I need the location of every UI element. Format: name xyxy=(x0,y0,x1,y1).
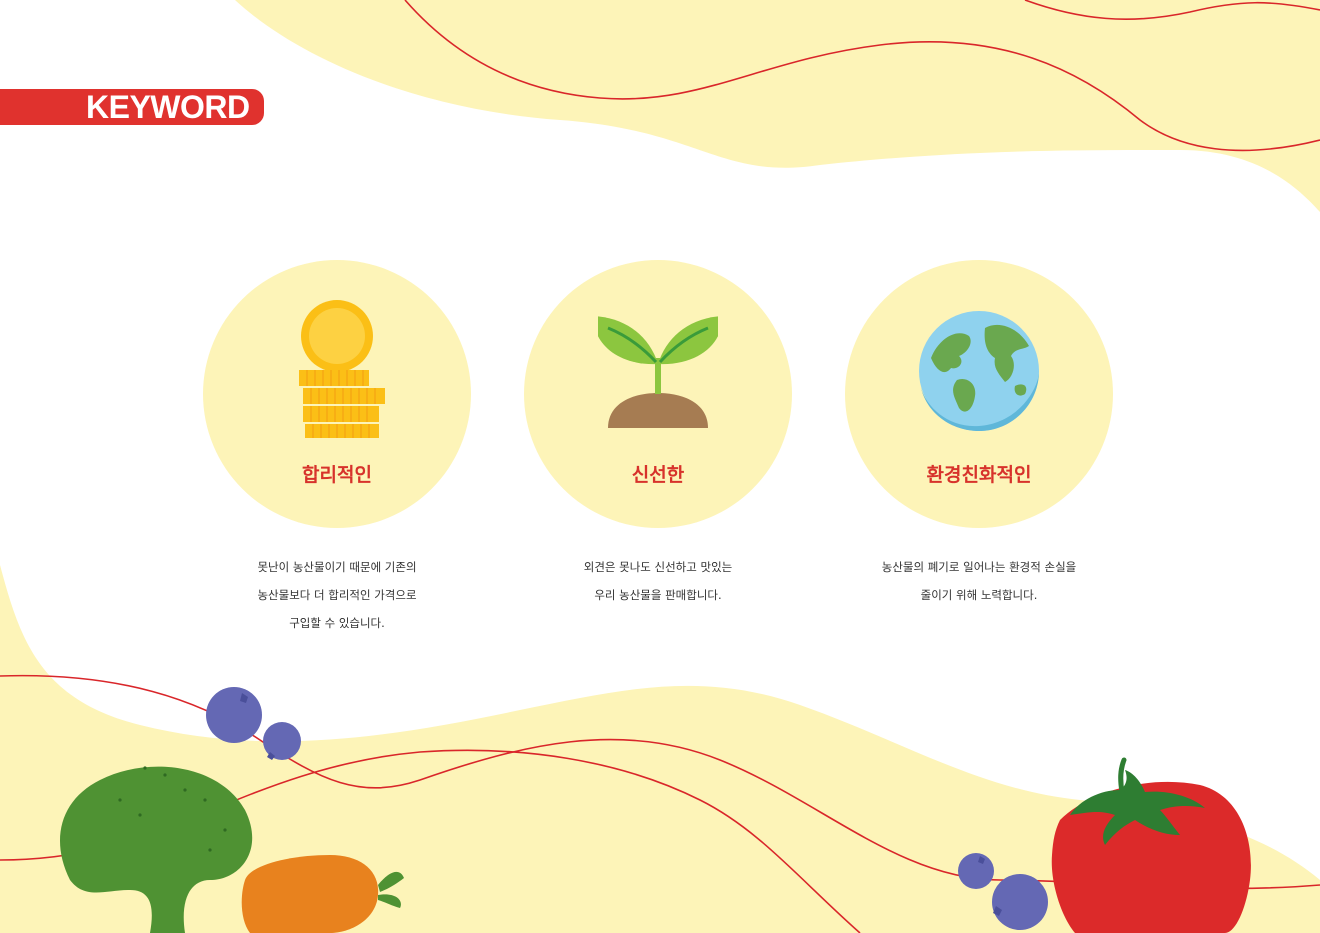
cucumber-icon xyxy=(60,766,253,933)
tomato-icon xyxy=(1051,757,1251,933)
top-wave-shape xyxy=(235,0,1320,212)
keyword-badge-label: KEYWORD xyxy=(86,89,250,125)
keyword-card-fresh: 신선한 xyxy=(524,260,792,528)
top-wave-line-right xyxy=(1024,0,1320,20)
keyword-title: 환경친화적인 xyxy=(926,464,1032,486)
top-wave-line xyxy=(404,0,1320,152)
keyword-badge xyxy=(0,89,264,125)
keyword-card-affordable: 합리적인 xyxy=(203,260,471,528)
description-line: 못난이 농산물이기 때문에 기존의 xyxy=(257,560,417,574)
keyword-description-fresh: 외견은 못나도 신선하고 맛있는 우리 농산물을 판매합니다. xyxy=(508,553,808,609)
blueberry-icon xyxy=(992,874,1048,930)
description-line: 구입할 수 있습니다. xyxy=(289,616,385,630)
description-line: 외견은 못나도 신선하고 맛있는 xyxy=(583,560,733,574)
keyword-title: 합리적인 xyxy=(302,464,372,486)
coin-stack-icon xyxy=(299,300,385,438)
carrot-icon xyxy=(241,855,404,933)
blueberry-icon xyxy=(206,687,262,743)
keyword-description-affordable: 못난이 농산물이기 때문에 기존의 농산물보다 더 합리적인 가격으로 구입할 … xyxy=(187,553,487,637)
globe-icon xyxy=(919,311,1039,431)
blueberry-icon xyxy=(958,853,994,889)
sprout-icon xyxy=(598,316,718,428)
keyword-title: 신선한 xyxy=(631,464,685,486)
keyword-card-eco-friendly: 환경친화적인 xyxy=(845,260,1113,528)
description-line: 농산물보다 더 합리적인 가격으로 xyxy=(257,588,417,602)
bottom-wave-shape xyxy=(0,565,1320,933)
keyword-description-eco-friendly: 농산물의 폐기로 일어나는 환경적 손실을 줄이기 위해 노력합니다. xyxy=(829,553,1129,609)
description-line: 줄이기 위해 노력합니다. xyxy=(920,588,1038,602)
description-line: 우리 농산물을 판매합니다. xyxy=(594,588,722,602)
blueberry-icon xyxy=(263,722,301,760)
description-line: 농산물의 폐기로 일어나는 환경적 손실을 xyxy=(881,560,1077,574)
